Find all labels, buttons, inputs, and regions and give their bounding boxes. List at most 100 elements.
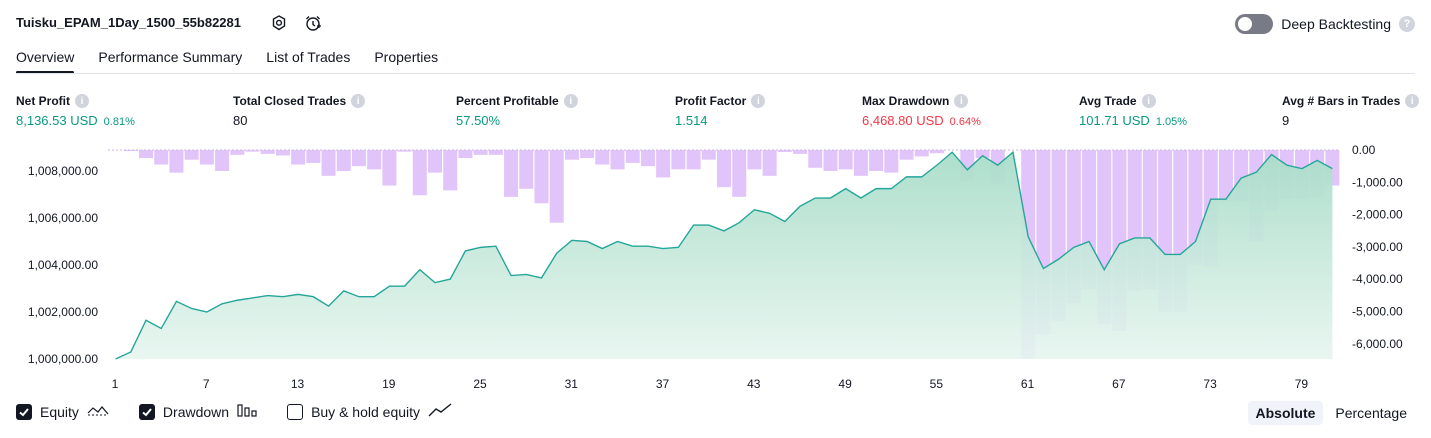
tab-list-of-trades[interactable]: List of Trades	[266, 49, 351, 65]
drawdown-bar	[823, 150, 838, 171]
drawdown-bar	[123, 150, 138, 151]
scale-mode-switch: Absolute Percentage	[1247, 401, 1416, 425]
right-axis-tick: -2,000.00	[1352, 208, 1403, 222]
drawdown-bar	[747, 150, 762, 170]
tab-overview[interactable]: Overview	[16, 48, 75, 74]
right-axis-tick: -3,000.00	[1352, 240, 1403, 254]
buy-hold-line-icon	[428, 403, 452, 420]
drawdown-bar	[412, 150, 427, 196]
info-icon[interactable]: i	[1141, 94, 1156, 108]
toggle-knob	[1238, 17, 1253, 31]
drawdown-checkbox[interactable]	[138, 403, 155, 420]
metric-value: 1.514	[675, 113, 708, 128]
metric-label: Total Closed Trades	[233, 94, 347, 108]
legend-label: Drawdown	[162, 403, 230, 420]
drawdown-bar	[838, 150, 853, 170]
buy-hold-checkbox[interactable]	[287, 403, 304, 420]
metric-percent: 0.64%	[949, 116, 981, 128]
metric-net-profit: Net Profit i 8,136.53 USD 0.81%	[16, 94, 135, 128]
drawdown-bar	[564, 150, 579, 160]
drawdown-bar	[625, 150, 640, 163]
deep-backtesting-toggle[interactable]	[1235, 14, 1274, 34]
x-axis-tick: 67	[1112, 377, 1126, 391]
drawdown-bar	[716, 150, 732, 188]
info-icon[interactable]: i	[351, 94, 366, 108]
left-axis-tick: 1,000,000.00	[28, 352, 98, 366]
metric-label: Percent Profitable	[456, 94, 559, 108]
tabs-divider	[16, 73, 1415, 74]
legend-equity[interactable]: Equity	[16, 403, 109, 420]
drawdown-bar	[473, 150, 488, 155]
metric-profit-factor: Profit Factor i 1.514	[675, 94, 766, 128]
right-axis-tick: -5,000.00	[1352, 305, 1403, 319]
right-axis-tick: -6,000.00	[1352, 337, 1403, 351]
drawdown-bar	[139, 150, 154, 159]
tab-properties[interactable]: Properties	[374, 49, 439, 65]
drawdown-bar	[671, 150, 686, 170]
drawdown-bar	[899, 150, 914, 160]
x-axis-tick: 1	[112, 377, 119, 391]
info-icon[interactable]: i	[1405, 94, 1420, 108]
x-axis-tick: 79	[1295, 377, 1309, 391]
drawdown-bar	[929, 150, 944, 154]
equity-line	[115, 150, 1333, 360]
metric-label: Avg # Bars in Trades	[1282, 94, 1401, 108]
drawdown-bar	[701, 150, 716, 160]
drawdown-bar	[975, 150, 990, 159]
percentage-button[interactable]: Percentage	[1335, 405, 1407, 421]
drawdown-bar	[488, 150, 503, 155]
drawdown-bar	[154, 150, 169, 165]
help-icon[interactable]: ?	[1399, 16, 1415, 32]
x-axis-tick: 7	[203, 377, 210, 391]
metric-percent-profitable: Percent Profitable i 57.50%	[456, 94, 578, 128]
drawdown-bar	[291, 150, 306, 165]
equity-checkbox[interactable]	[16, 403, 32, 420]
info-icon[interactable]: i	[954, 94, 969, 108]
absolute-button[interactable]: Absolute	[1247, 401, 1324, 425]
drawdown-bar	[215, 150, 230, 171]
drawdown-bar	[275, 150, 290, 156]
drawdown-bar	[869, 150, 884, 171]
drawdown-bar	[914, 150, 929, 157]
drawdown-bar	[504, 150, 519, 197]
drawdown-bar	[549, 150, 564, 223]
left-axis-tick: 1,008,000.00	[28, 164, 98, 178]
metric-total-closed-trades: Total Closed Trades i 80	[233, 94, 366, 128]
drawdown-bar	[306, 150, 321, 163]
x-axis-tick: 61	[1021, 377, 1035, 391]
equity-drawdown-chart[interactable]: 1,000,000.00 1,002,000.00 1,004,000.00 1,00…	[0, 140, 1431, 395]
info-icon[interactable]: i	[751, 94, 766, 108]
x-axis-tick: 31	[565, 377, 579, 391]
tab-performance-summary[interactable]: Performance Summary	[98, 49, 243, 65]
drawdown-bar	[382, 150, 397, 186]
equity-line-icon	[87, 403, 109, 420]
alarm-clock-icon[interactable]	[304, 14, 322, 32]
drawdown-bar	[230, 150, 245, 155]
left-axis-tick: 1,004,000.00	[28, 258, 98, 272]
x-axis-tick: 49	[838, 377, 852, 391]
drawdown-bar	[534, 150, 549, 204]
strategy-title: Tuisku_EPAM_1Day_1500_55b82281	[16, 15, 241, 30]
metric-label: Max Drawdown	[862, 94, 950, 108]
legend-drawdown[interactable]: Drawdown	[138, 403, 257, 420]
drawdown-bar	[351, 150, 366, 167]
info-icon[interactable]: i	[75, 94, 89, 108]
x-axis-tick: 73	[1203, 377, 1217, 391]
drawdown-bar	[1218, 150, 1233, 202]
metric-avg-trade: Avg Trade i 101.71 USD 1.05%	[1079, 94, 1187, 128]
info-icon[interactable]: i	[563, 94, 578, 108]
drawdown-bar	[443, 150, 458, 191]
drawdown-bar	[640, 150, 655, 167]
metric-max-drawdown: Max Drawdown i 6,468.80 USD 0.64%	[862, 94, 981, 128]
metric-value: 8,136.53 USD	[16, 113, 98, 128]
settings-icon[interactable]	[270, 14, 288, 32]
legend-label: Equity	[40, 403, 79, 420]
drawdown-bar	[656, 150, 671, 178]
metric-label: Profit Factor	[675, 94, 747, 108]
equity-area	[115, 152, 1333, 359]
legend-buy-hold-equity[interactable]: Buy & hold equity	[287, 403, 452, 420]
left-axis-tick: 1,002,000.00	[28, 305, 98, 319]
drawdown-bar	[428, 150, 443, 173]
x-axis-tick: 43	[747, 377, 761, 391]
deep-backtesting-label: Deep Backtesting	[1281, 16, 1391, 32]
